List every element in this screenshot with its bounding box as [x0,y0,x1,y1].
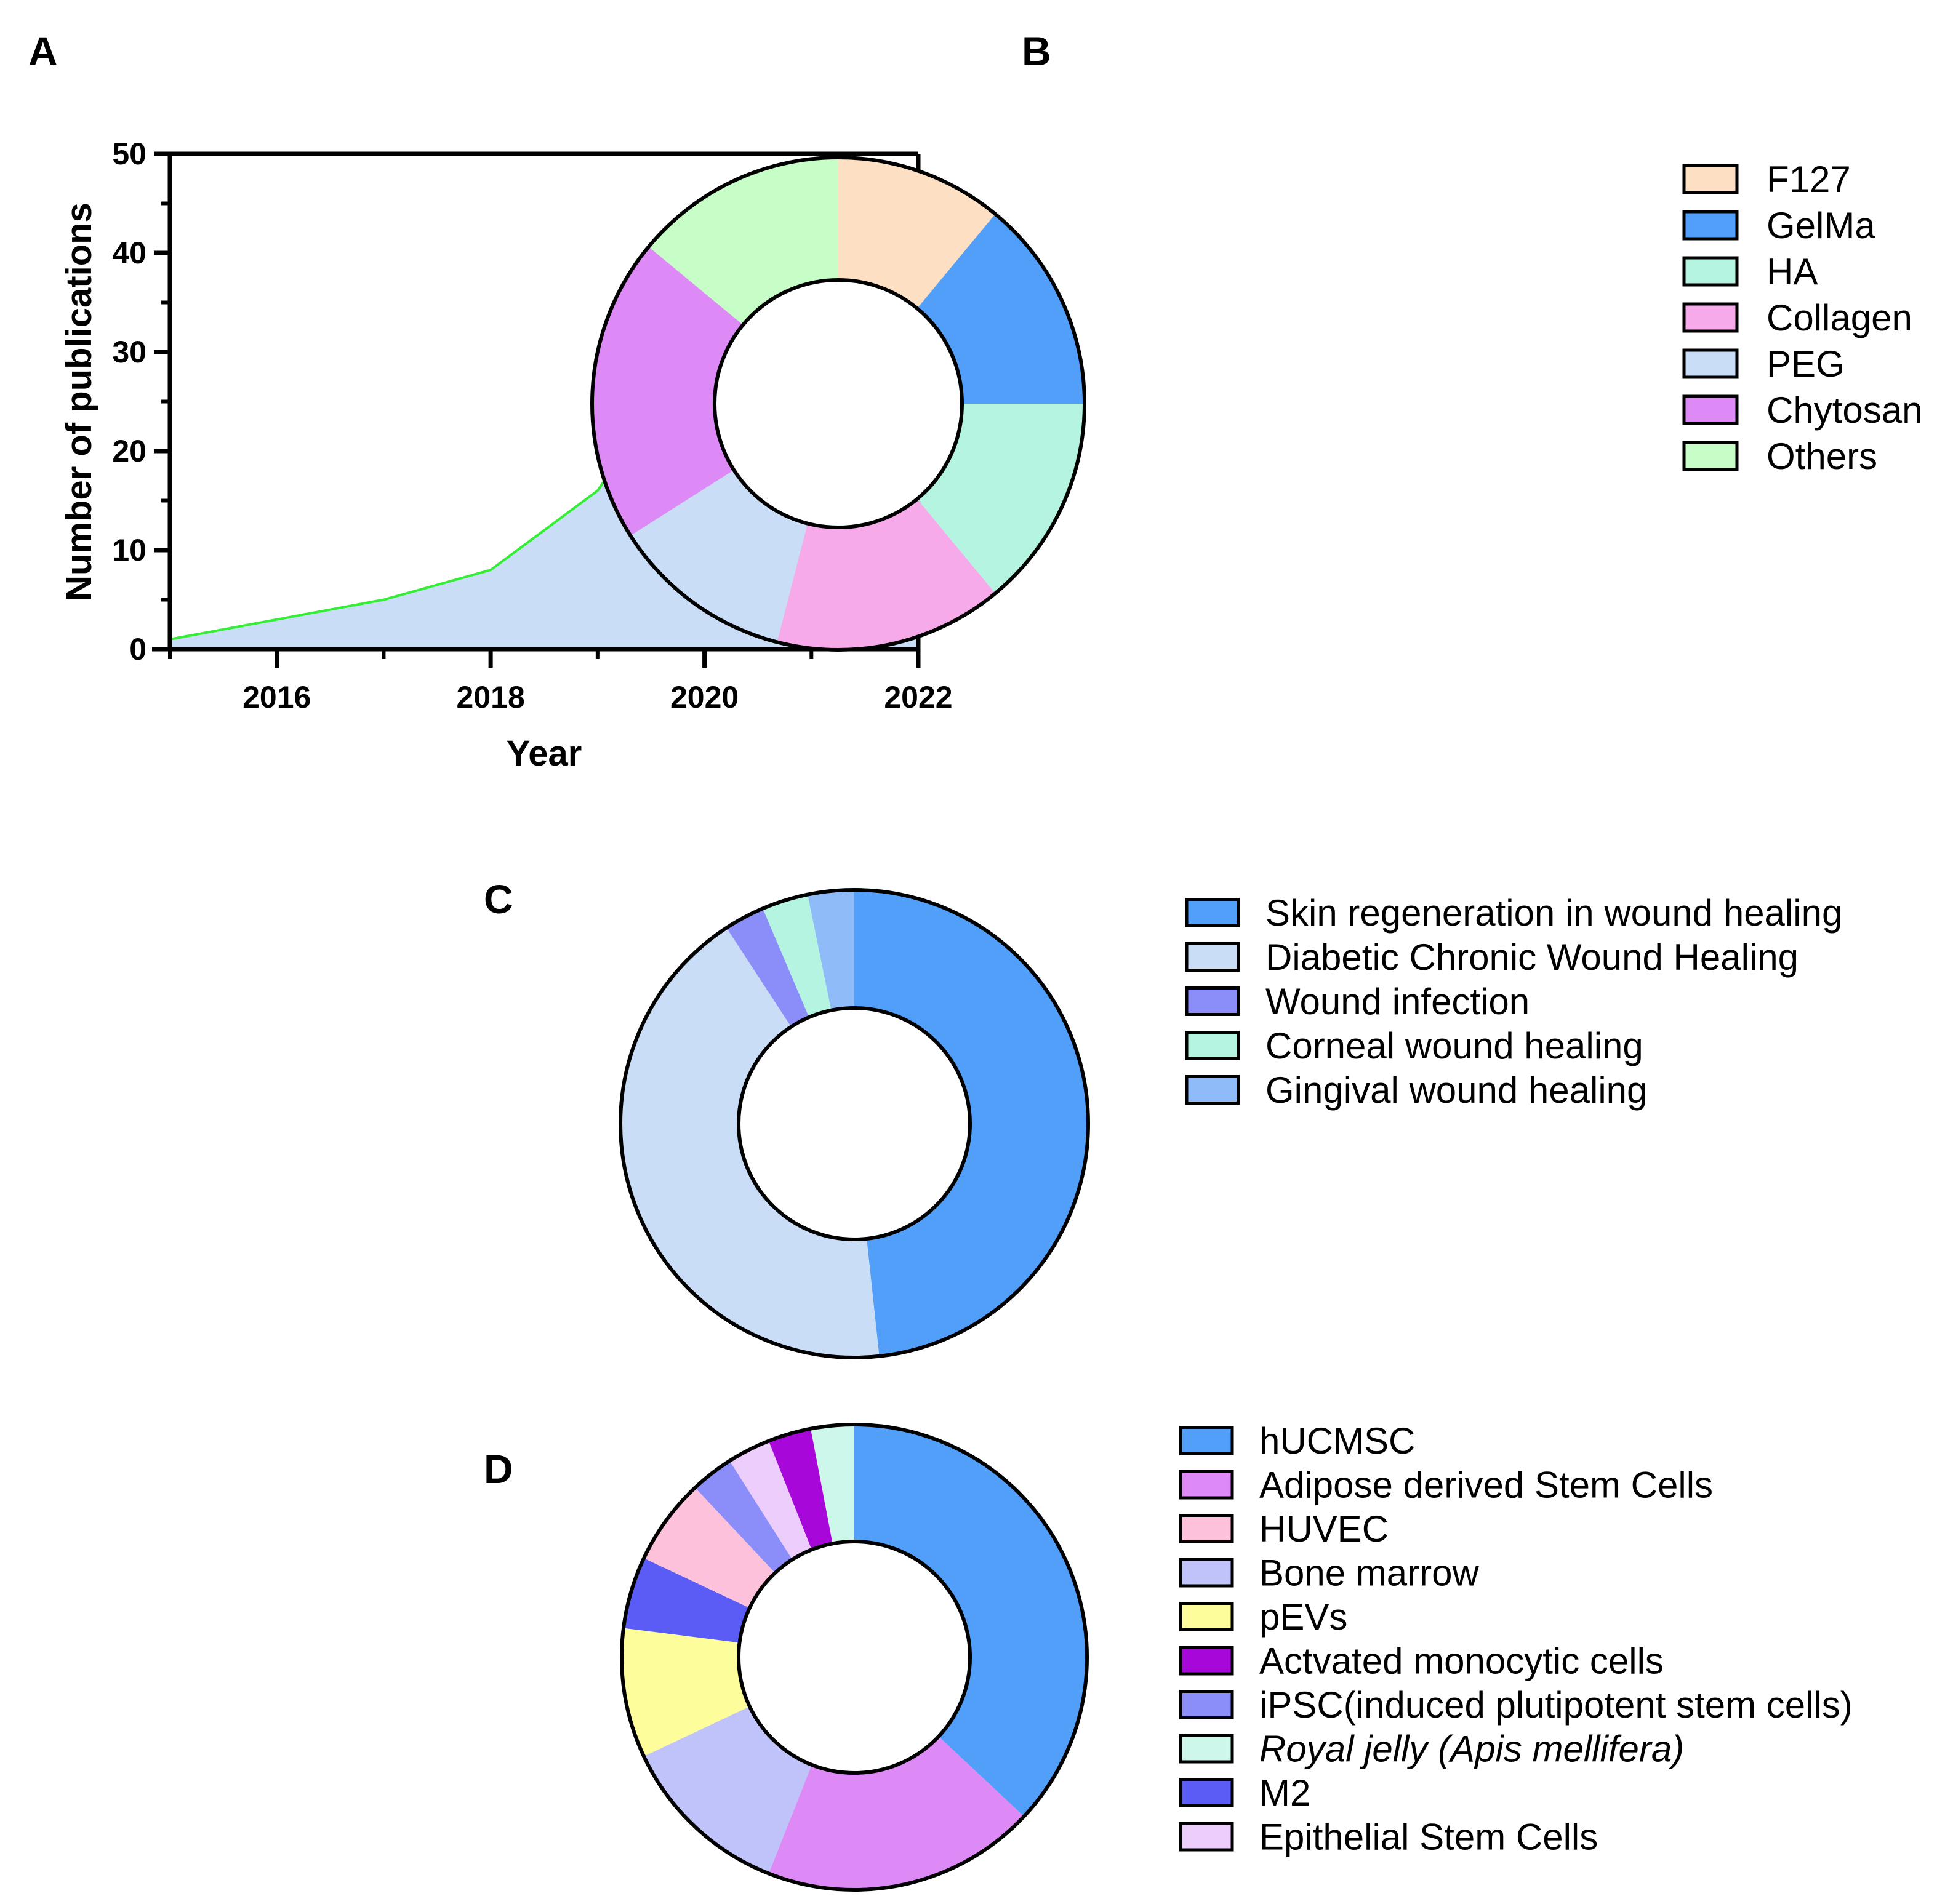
donut-hole [713,278,964,529]
y-tick-label: 10 [112,533,146,567]
slice-huvec [643,1487,776,1608]
slice-others [648,158,838,325]
legend-swatch-hucmsc [1179,1426,1234,1455]
donut-outer-ring [619,888,1090,1359]
legend-swatch-f127 [1682,164,1739,194]
legend-swatch-skin-regeneration-in-wound-healing [1185,898,1240,927]
legend-swatch-huvec [1179,1514,1234,1543]
legend-materials: F127 GelMa HA Collagen PEG Chytosan Others [1682,159,1922,477]
y-axis-title: Number of publications [59,202,99,601]
slice-wound-infection [726,908,809,1027]
donut-chart-materials [590,156,1086,652]
legend-label-ipsc-induced-plutipotent-stem-cells: iPSC(induced plutipotent stem cells) [1259,1684,1853,1726]
legend-swatch-bone-marrow [1179,1558,1234,1588]
legend-swatch-ipsc-induced-plutipotent-stem-cells [1179,1690,1234,1719]
panel-label-d: D [484,1446,513,1492]
y-tick-label: 50 [112,137,146,171]
slice-epithelial-stem-cells [729,1441,812,1560]
legend-label-peg: PEG [1767,343,1845,385]
slice-gingival-wound-healing [808,890,854,1010]
legend-label-wound-infection: Wound infection [1265,981,1530,1022]
slice-ipsc-induced-plutipotent-stem-cells [695,1460,793,1573]
slice-f127 [838,158,995,309]
legend-label-hucmsc: hUCMSC [1259,1420,1415,1462]
legend-label-huvec: HUVEC [1259,1508,1389,1550]
legend-swatch-collagen [1682,302,1739,333]
legend-swatch-peg [1682,348,1739,379]
y-tick-label: 20 [112,434,146,468]
donut-outer-ring [620,1423,1089,1892]
x-tick-label: 2018 [457,680,525,714]
legend-swatch-corneal-wound-healing [1185,1031,1240,1060]
legend-swatch-royal-jelly-apis-mellifera [1179,1734,1234,1764]
slice-collagen [777,498,995,650]
legend-swatch-gelma [1682,210,1739,241]
legend-label-pevs: pEVs [1259,1596,1347,1638]
slice-bone-marrow [643,1706,812,1874]
donut-outer-ring [590,156,1086,652]
legend-swatch-others [1682,441,1739,471]
legend-swatch-gingival-wound-healing [1185,1075,1240,1105]
slice-corneal-wound-healing [763,894,832,1017]
legend-label-others: Others [1767,436,1877,477]
legend-swatch-chytosan [1682,394,1739,425]
y-ticks: 0 10 20 30 40 50 [112,137,170,666]
slice-royal-jelly-apis-mellifera [811,1425,854,1544]
legend-swatch-ha [1682,256,1739,287]
slice-pevs [622,1628,750,1756]
slice-gelma [917,214,1085,404]
slice-hucmsc [854,1425,1087,1817]
slice-ha [917,404,1085,594]
donut-hole [737,1540,972,1775]
legend-label-bone-marrow: Bone marrow [1259,1553,1479,1594]
legend-label-adipose-derived-stem-cells: Adipose derived Stem Cells [1259,1465,1713,1506]
donut-chart-cell-sources [620,1423,1089,1892]
panel-label-a: A [28,28,58,74]
legend-label-gelma: GelMa [1767,205,1875,246]
legend-label-f127: F127 [1767,159,1851,200]
legend-swatch-adipose-derived-stem-cells [1179,1470,1234,1500]
slice-diabetic-chronic-wound-healing [620,927,880,1358]
x-tick-label: 2022 [884,680,952,714]
panel-label-c: C [484,876,513,922]
y-tick-label: 40 [112,236,146,270]
panel-label-b: B [1022,28,1051,74]
y-tick-label: 30 [112,335,146,369]
legend-swatch-actvated-monocytic-cells [1179,1646,1234,1676]
legend-label-m2: M2 [1259,1772,1310,1814]
slice-peg [630,470,808,642]
legend-swatch-diabetic-chronic-wound-healing [1185,942,1240,972]
donut-chart-applications [619,888,1090,1359]
legend-label-chytosan: Chytosan [1767,390,1922,431]
x-axis-title: Year [507,734,582,774]
legend-swatch-m2 [1179,1778,1234,1807]
legend-label-ha: HA [1767,251,1818,292]
slice-adipose-derived-stem-cells [768,1736,1024,1890]
legend-swatch-wound-infection [1185,986,1240,1016]
legend-label-actvated-monocytic-cells: Actvated monocytic cells [1259,1641,1664,1682]
slice-chytosan [592,247,744,536]
slice-actvated-monocytic-cells [768,1428,833,1550]
legend-label-gingival-wound-healing: Gingival wound healing [1265,1070,1647,1111]
legend-label-royal-jelly-apis-mellifera: Royal jelly (Apis mellifera) [1259,1729,1684,1770]
legend-label-diabetic-chronic-wound-healing: Diabetic Chronic Wound Healing [1265,937,1799,978]
legend-swatch-epithelial-stem-cells [1179,1822,1234,1852]
legend-label-collagen: Collagen [1767,297,1912,338]
legend-swatch-pevs [1179,1602,1234,1631]
legend-label-corneal-wound-healing: Corneal wound healing [1265,1025,1643,1066]
y-tick-label: 0 [129,632,146,666]
legend-applications: Skin regeneration in wound healingDiabet… [1185,892,1842,1111]
legend-label-skin-regeneration-in-wound-healing: Skin regeneration in wound healing [1265,892,1842,934]
legend-label-epithelial-stem-cells: Epithelial Stem Cells [1259,1817,1598,1858]
slice-m2 [623,1558,750,1643]
x-tick-label: 2016 [243,680,311,714]
x-tick-label: 2020 [670,680,739,714]
donut-hole [737,1006,972,1241]
x-ticks: 2016 2018 2020 2022 [168,649,953,714]
